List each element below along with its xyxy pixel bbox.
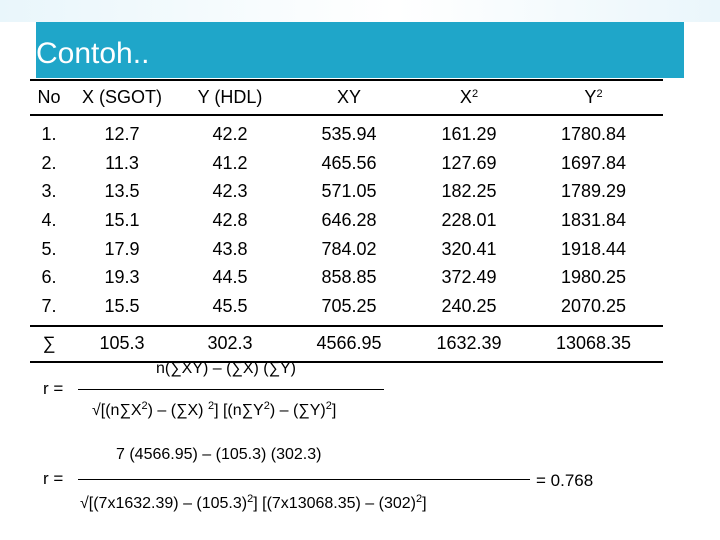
title-bar bbox=[36, 22, 684, 78]
cell-y: 42.8 bbox=[212, 209, 248, 230]
cell-x: 12.7 bbox=[104, 123, 140, 144]
cell-xy: 858.85 bbox=[321, 267, 377, 288]
cell-y2: 1980.25 bbox=[560, 267, 627, 288]
formula2-result: = 0.768 bbox=[536, 471, 594, 490]
sum-x: 105.3 bbox=[68, 324, 176, 363]
table-row: 2. 11.3 41.2 465.56 127.69 1697.84 bbox=[30, 149, 663, 178]
cell-no: 5. bbox=[41, 238, 57, 259]
cell-no: 6. bbox=[41, 267, 57, 288]
cell-y: 42.3 bbox=[212, 181, 248, 202]
formula2-r-label: r = bbox=[43, 469, 64, 488]
cell-xy: 705.25 bbox=[321, 295, 377, 316]
cell-xy: 535.94 bbox=[321, 123, 377, 144]
cell-xy: 571.05 bbox=[321, 181, 377, 202]
sum-y: 302.3 bbox=[176, 324, 284, 363]
cell-y: 45.5 bbox=[212, 295, 248, 316]
table-row: 3. 13.5 42.3 571.05 182.25 1789.29 bbox=[30, 177, 663, 206]
sum-y2: 13068.35 bbox=[524, 324, 663, 363]
cell-y: 42.2 bbox=[212, 123, 248, 144]
formula1-fraction-line bbox=[78, 389, 384, 390]
cell-x2: 320.41 bbox=[441, 238, 497, 259]
cell-x2: 182.25 bbox=[441, 181, 497, 202]
cell-no: 1. bbox=[41, 123, 57, 144]
cell-x: 15.1 bbox=[104, 209, 140, 230]
cell-y2: 1697.84 bbox=[560, 152, 627, 173]
cell-y2: 1918.44 bbox=[560, 238, 627, 259]
cell-y2: 1789.29 bbox=[560, 181, 627, 202]
formula1-r-label: r = bbox=[43, 379, 64, 398]
cell-xy: 646.28 bbox=[321, 209, 377, 230]
cell-no: 2. bbox=[41, 152, 57, 173]
cell-y2: 1780.84 bbox=[560, 123, 627, 144]
table-row: 1. 12.7 42.2 535.94 161.29 1780.84 bbox=[30, 115, 663, 149]
cell-x: 15.5 bbox=[104, 295, 140, 316]
cell-x2: 127.69 bbox=[441, 152, 497, 173]
cell-y2: 2070.25 bbox=[560, 295, 627, 316]
cell-x2: 228.01 bbox=[441, 209, 497, 230]
cell-y: 41.2 bbox=[212, 152, 248, 173]
slide-title: Contoh.. bbox=[36, 37, 150, 70]
table-header-row: No X (SGOT) Y (HDL) XY X2 Y2 bbox=[30, 80, 663, 116]
cell-x: 17.9 bbox=[104, 238, 140, 259]
table-sum-row: ∑ 105.3 302.3 4566.95 1632.39 13068.35 bbox=[30, 324, 663, 363]
table-row: 7. 15.5 45.5 705.25 240.25 2070.25 bbox=[30, 292, 663, 326]
cell-x2: 161.29 bbox=[441, 123, 497, 144]
cell-xy: 465.56 bbox=[321, 152, 377, 173]
table-row: 5. 17.9 43.8 784.02 320.41 1918.44 bbox=[30, 235, 663, 264]
header-x-squared: X2 bbox=[414, 80, 524, 116]
cell-x: 19.3 bbox=[104, 267, 140, 288]
header-x-sgot: X (SGOT) bbox=[68, 80, 176, 116]
formula1-denominator: √[(n∑X2) – (∑X) 2] [(n∑Y2) – (∑Y)2] bbox=[92, 400, 337, 420]
cell-no: 7. bbox=[41, 295, 57, 316]
cell-no: 3. bbox=[41, 181, 57, 202]
sum-xy: 4566.95 bbox=[284, 324, 414, 363]
cell-no: 4. bbox=[41, 209, 57, 230]
cell-y: 44.5 bbox=[212, 267, 248, 288]
data-table: No X (SGOT) Y (HDL) XY X2 Y2 1. 12.7 42.… bbox=[30, 79, 663, 363]
top-decorative-band bbox=[0, 0, 720, 22]
header-y-hdl: Y (HDL) bbox=[176, 80, 284, 116]
cell-x: 13.5 bbox=[104, 181, 140, 202]
cell-y: 43.8 bbox=[212, 238, 248, 259]
cell-x2: 240.25 bbox=[441, 295, 497, 316]
sum-x2: 1632.39 bbox=[414, 324, 524, 363]
cell-x: 11.3 bbox=[105, 152, 139, 173]
sum-symbol: ∑ bbox=[30, 324, 68, 363]
table-row: 4. 15.1 42.8 646.28 228.01 1831.84 bbox=[30, 206, 663, 235]
formula2-fraction-line bbox=[78, 479, 530, 480]
header-y-squared: Y2 bbox=[524, 80, 663, 116]
header-xy: XY bbox=[284, 80, 414, 116]
header-no: No bbox=[30, 80, 68, 116]
formula2-numerator: 7 (4566.95) – (105.3) (302.3) bbox=[116, 446, 322, 463]
formula1-numerator: n(∑XY) – (∑X) (∑Y) bbox=[156, 360, 297, 377]
table-row: 6. 19.3 44.5 858.85 372.49 1980.25 bbox=[30, 263, 663, 292]
formula2-denominator: √[(7x1632.39) – (105.3)2] [(7x13068.35) … bbox=[80, 493, 427, 513]
cell-y2: 1831.84 bbox=[560, 209, 627, 230]
cell-xy: 784.02 bbox=[321, 238, 377, 259]
cell-x2: 372.49 bbox=[441, 267, 497, 288]
